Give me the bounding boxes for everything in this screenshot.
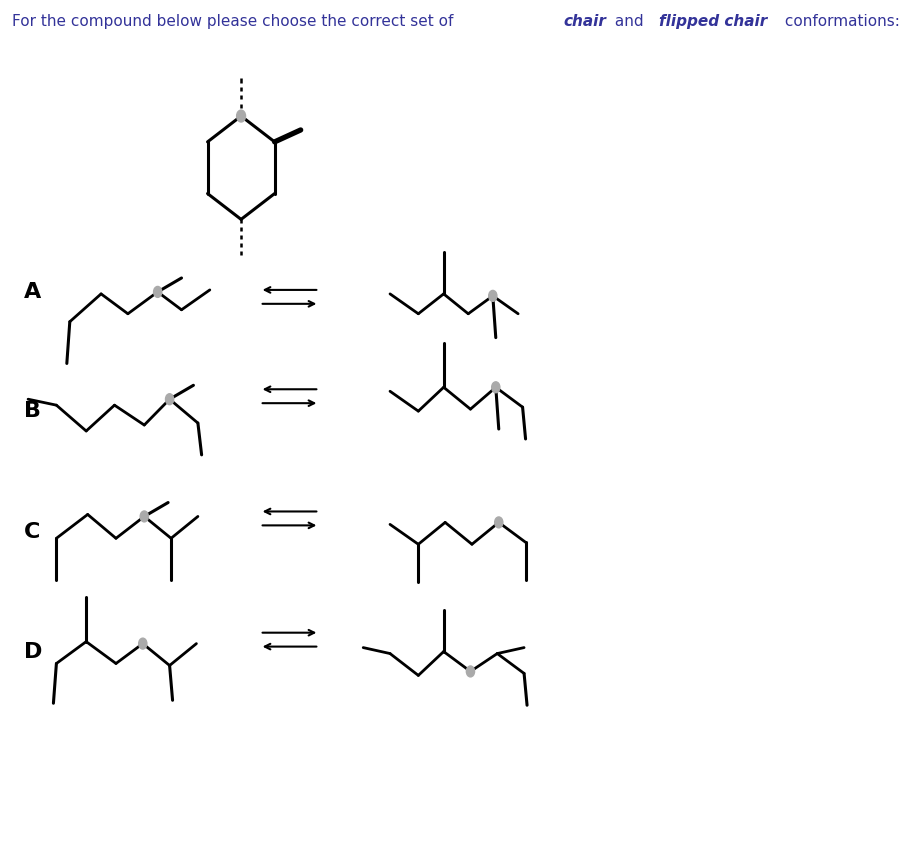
Circle shape <box>139 638 147 649</box>
Circle shape <box>153 287 161 297</box>
Circle shape <box>466 666 474 677</box>
Text: and: and <box>610 14 649 28</box>
Circle shape <box>492 381 500 393</box>
Circle shape <box>141 511 149 522</box>
Text: B: B <box>24 401 41 421</box>
Text: For the compound below please choose the correct set of: For the compound below please choose the… <box>13 14 459 28</box>
Text: conformations:: conformations: <box>780 14 900 28</box>
Circle shape <box>489 290 497 301</box>
Text: A: A <box>24 282 41 302</box>
Text: chair: chair <box>563 14 606 28</box>
Circle shape <box>494 517 502 528</box>
Circle shape <box>237 110 246 122</box>
Text: C: C <box>24 523 40 542</box>
Circle shape <box>165 393 173 405</box>
Text: flipped chair: flipped chair <box>658 14 767 28</box>
Text: D: D <box>24 641 42 661</box>
